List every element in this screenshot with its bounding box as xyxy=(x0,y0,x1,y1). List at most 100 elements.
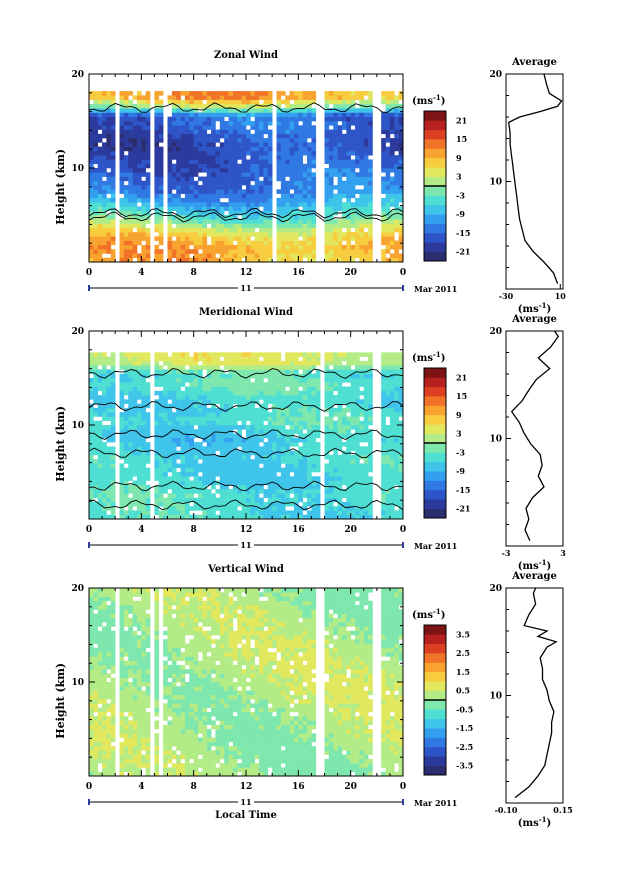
heatmap-cell xyxy=(241,223,247,229)
heatmap-cell xyxy=(132,390,138,396)
heatmap-cell xyxy=(202,257,208,263)
heatmap-cell xyxy=(285,399,290,404)
heatmap-cell xyxy=(110,386,116,392)
heatmap-cell xyxy=(298,437,303,443)
heatmap-cell xyxy=(119,206,125,212)
heatmap-cell xyxy=(363,399,369,404)
heatmap-cell xyxy=(350,352,356,357)
heatmap-cell xyxy=(128,437,133,443)
heatmap-cell xyxy=(311,223,317,229)
heatmap-cell xyxy=(206,108,212,113)
colorbar-tick-label: 15 xyxy=(456,134,467,144)
heatmap-cell xyxy=(285,150,290,156)
heatmap-cell xyxy=(145,150,151,156)
heatmap-cell xyxy=(394,193,399,199)
heatmap-cell xyxy=(110,382,116,387)
heatmap-cell xyxy=(280,112,286,118)
heatmap-cell xyxy=(293,236,299,241)
heatmap-cell xyxy=(180,399,186,404)
heatmap-cell xyxy=(324,395,330,400)
heatmap-cell xyxy=(346,356,351,362)
heatmap-cell xyxy=(184,489,190,494)
heatmap-cell xyxy=(119,412,125,417)
heatmap-cell xyxy=(246,459,251,464)
heatmap-cell xyxy=(193,378,199,383)
x-tick-label: 8 xyxy=(191,268,197,278)
heatmap-cell xyxy=(254,163,260,169)
heatmap-cell xyxy=(289,437,295,443)
heatmap-cell xyxy=(193,484,199,490)
heatmap-cell xyxy=(176,125,181,130)
heatmap-cell xyxy=(346,395,351,400)
heatmap-cell xyxy=(267,420,273,426)
heatmap-cell xyxy=(346,425,351,430)
heatmap-cell xyxy=(193,489,199,494)
heatmap-cell xyxy=(89,501,94,507)
heatmap-cell xyxy=(394,416,399,422)
heatmap-cell xyxy=(228,232,234,237)
heatmap-cell xyxy=(215,219,221,224)
heatmap-cell xyxy=(302,249,308,254)
heatmap-cell xyxy=(381,459,386,464)
heatmap-cell xyxy=(184,399,190,404)
heatmap-cell xyxy=(154,467,160,473)
heatmap-cell xyxy=(363,489,369,494)
heatmap-cell xyxy=(154,454,160,460)
heatmap-cell xyxy=(298,223,303,229)
heatmap-cell xyxy=(211,416,216,422)
heatmap-cell xyxy=(363,240,369,246)
heatmap-cell xyxy=(328,467,334,473)
heatmap-cell xyxy=(311,437,317,443)
heatmap-cell xyxy=(224,446,229,451)
heatmap-cell xyxy=(176,489,181,494)
heatmap-cell xyxy=(276,484,282,490)
heatmap-cell xyxy=(346,442,351,447)
heatmap-cell xyxy=(145,501,151,507)
heatmap-cell xyxy=(398,150,404,156)
heatmap-cell xyxy=(154,244,160,250)
heatmap-cell xyxy=(202,390,208,396)
heatmap-cell xyxy=(350,103,356,109)
heatmap-cell xyxy=(123,206,129,212)
heatmap-cell xyxy=(136,112,142,118)
heatmap-cell xyxy=(215,116,221,122)
heatmap-cell xyxy=(263,476,269,481)
heatmap-cell xyxy=(171,382,177,387)
heatmap-cell xyxy=(368,142,373,147)
heatmap-cell xyxy=(394,480,399,486)
heatmap-cell xyxy=(381,223,386,229)
heatmap-cell xyxy=(224,99,229,105)
heatmap-cell xyxy=(232,232,238,237)
heatmap-cell xyxy=(333,352,338,357)
heatmap-cell xyxy=(307,240,312,246)
heatmap-cell xyxy=(293,365,299,370)
heatmap-cell xyxy=(298,399,303,404)
heatmap-cell xyxy=(389,227,395,233)
heatmap-cell xyxy=(215,236,221,241)
heatmap-cell xyxy=(246,506,251,511)
heatmap-cell xyxy=(176,210,181,216)
heatmap-cell xyxy=(381,112,386,118)
heatmap-cell xyxy=(341,232,347,237)
heatmap-cell xyxy=(385,369,391,375)
heatmap-cell xyxy=(381,138,386,143)
heatmap-cell xyxy=(110,180,116,186)
heatmap-cell xyxy=(171,412,177,417)
heatmap-cell xyxy=(145,219,151,224)
heatmap-cell xyxy=(389,365,395,370)
heatmap-cell xyxy=(307,180,312,186)
heatmap-cell xyxy=(341,480,347,486)
heatmap-cell xyxy=(193,236,199,241)
heatmap-cell xyxy=(289,244,295,250)
heatmap-cell xyxy=(346,244,351,250)
heatmap-cell xyxy=(307,116,312,122)
heatmap-cell xyxy=(246,437,251,443)
heatmap-cell xyxy=(246,176,251,182)
heatmap-cell xyxy=(184,514,190,520)
heatmap-cell xyxy=(119,232,125,237)
heatmap-cell xyxy=(97,146,103,152)
heatmap-cell xyxy=(193,125,199,130)
heatmap-cell xyxy=(224,442,229,447)
heatmap-cell xyxy=(324,172,330,177)
heatmap-cell xyxy=(341,146,347,152)
